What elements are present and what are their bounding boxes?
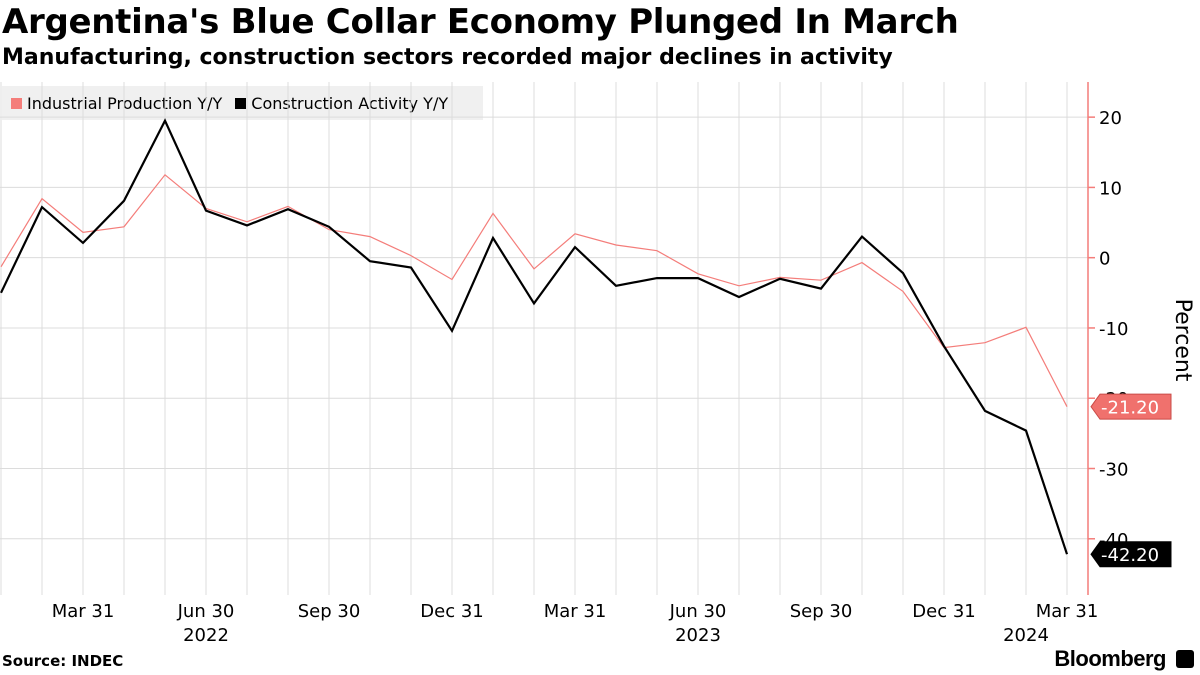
legend-item-construction: Construction Activity Y/Y [235,94,448,113]
brand-logo: Bloomberg [1054,646,1166,671]
y-axis-label: Percent [1170,299,1195,382]
legend-label-industrial: Industrial Production Y/Y [27,93,223,113]
chart-subtitle: Manufacturing, construction sectors reco… [2,45,893,70]
x-tick-label: Jun 30 [669,601,727,622]
chart-title: Argentina's Blue Collar Economy Plunged … [2,2,959,42]
y-tick-label: -30 [1099,460,1128,481]
legend-label-construction: Construction Activity Y/Y [251,93,449,113]
construction-activity-line [0,118,1069,555]
industrial-end-tag [1090,393,1172,420]
brand-chart-icon [1176,650,1194,668]
x-year-label: 2023 [675,625,721,646]
y-tick-label: -10 [1099,319,1128,340]
legend-swatch-industrial [11,97,22,109]
legend: Industrial Production Y/Y Construction A… [2,86,483,120]
x-year-label: 2024 [1003,625,1049,646]
legend-item-industrial: Industrial Production Y/Y [11,94,222,113]
x-tick-label: Jun 30 [177,601,235,622]
x-tick-label: Dec 31 [420,601,483,622]
industrial-production-line [0,173,1068,407]
x-tick-label: Mar 31 [1036,601,1099,622]
y-tick-label: 20 [1099,108,1122,129]
construction-end-value: -42.20 [1101,545,1159,566]
x-tick-label: Dec 31 [912,601,975,622]
y-tick-label: 0 [1099,249,1110,270]
x-tick-label: Sep 30 [790,601,853,622]
y-tick-label: 10 [1099,178,1122,199]
industrial-end-value: -21.20 [1101,398,1159,419]
x-tick-label: Sep 30 [298,601,361,622]
legend-swatch-construction [235,97,247,109]
x-year-label: 2022 [183,625,229,646]
source-note: Source: INDEC [2,652,124,670]
x-tick-label: Mar 31 [544,601,607,622]
x-tick-label: Mar 31 [52,601,115,622]
construction-end-tag [1090,541,1172,568]
